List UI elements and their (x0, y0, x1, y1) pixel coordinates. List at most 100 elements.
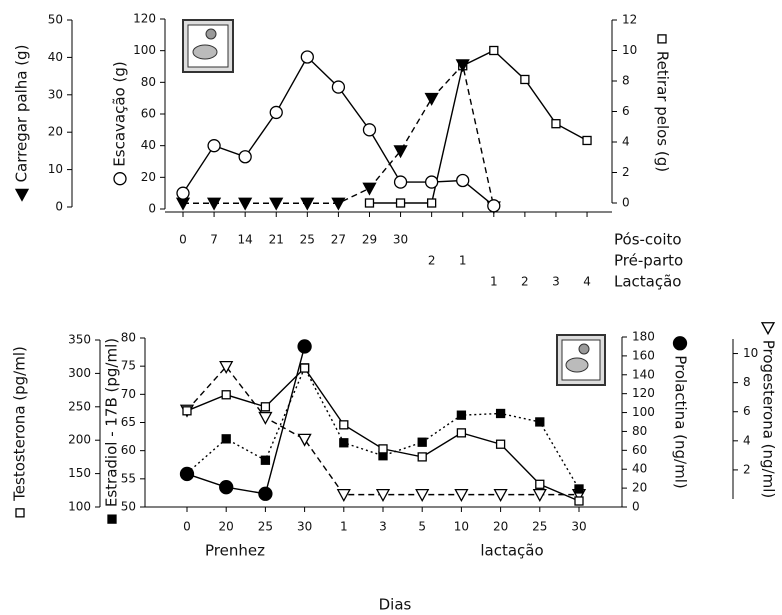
point (487, 199, 501, 213)
point (760, 322, 776, 336)
y-tick-label: 20 (48, 125, 63, 139)
point (424, 175, 439, 189)
y-tick-label: 8 (743, 375, 751, 389)
x-group-label: Pré-parto (614, 252, 683, 270)
y-tick-label: 12 (622, 13, 637, 27)
x-tick-label: 2 (428, 254, 436, 268)
point (260, 402, 271, 412)
y-tick-label: 350 (68, 333, 91, 347)
y-tick-label: 50 (48, 13, 63, 27)
point (269, 105, 283, 120)
point (582, 135, 592, 146)
point (179, 466, 195, 482)
x-tick-label: 3 (379, 520, 387, 534)
point (331, 80, 346, 94)
point (238, 150, 252, 164)
point (219, 480, 234, 495)
y-tick-label: 30 (48, 87, 63, 101)
point (393, 175, 408, 189)
y-tick-label: 60 (632, 443, 647, 457)
y-tick-label: 10 (743, 346, 758, 360)
point (107, 514, 117, 524)
x-tick-label: 0 (183, 520, 191, 534)
point (520, 74, 530, 85)
point (221, 434, 231, 444)
x-tick-label: 1 (490, 275, 498, 289)
point (336, 488, 351, 502)
y-tick-label: 6 (622, 104, 630, 118)
point (364, 198, 375, 208)
point (297, 339, 312, 354)
point (415, 488, 430, 502)
y-tick-label: 10 (48, 162, 63, 176)
point (456, 428, 467, 438)
y-tick-label: 40 (141, 138, 156, 152)
y-tick-label: 150 (68, 466, 91, 480)
point (221, 390, 231, 400)
group-label: lactação (480, 542, 543, 560)
y-tick-label: 20 (141, 170, 156, 184)
point (258, 486, 273, 501)
point (238, 197, 253, 211)
y-tick-label: 20 (632, 481, 647, 495)
x-tick-label: 30 (297, 520, 312, 534)
x-tick-label: 20 (219, 520, 234, 534)
x-tick-label: 25 (532, 520, 547, 534)
y-tick-label: 40 (632, 462, 647, 476)
y-tick-label: 100 (632, 405, 655, 419)
point (339, 420, 349, 430)
y-tick-label: 140 (632, 367, 655, 381)
x-tick-label: 29 (362, 233, 377, 247)
x-tick-label: 7 (210, 233, 218, 247)
y-tick-label: 0 (622, 196, 630, 210)
y-tick-label: 0 (148, 202, 156, 216)
point (219, 360, 234, 374)
point (378, 444, 388, 454)
point (672, 336, 688, 351)
y-tick-label: 60 (121, 443, 136, 457)
x-tick-label: 1 (340, 520, 348, 534)
point (657, 34, 667, 44)
point (455, 59, 470, 73)
point (551, 119, 561, 129)
cage-icon (182, 19, 234, 73)
x-tick-label: 1 (459, 254, 467, 268)
y-tick-label: 0 (632, 500, 640, 514)
axis-title: Estradiol - 17B (pg/ml) (103, 338, 121, 507)
x-tick-label: 25 (258, 520, 273, 534)
y-tick-label: 8 (622, 74, 630, 88)
point (424, 92, 439, 106)
point (362, 182, 377, 196)
point (493, 488, 508, 502)
cage-icon (556, 334, 606, 386)
point (495, 439, 506, 449)
x-tick-label: 30 (393, 233, 408, 247)
point (574, 496, 584, 506)
x-tick-label: 3 (552, 275, 560, 289)
point (331, 197, 346, 211)
x-tick-label: 5 (418, 520, 426, 534)
y-tick-label: 100 (68, 500, 91, 514)
series-line (186, 365, 579, 496)
y-tick-label: 2 (622, 165, 630, 179)
y-tick-label: 160 (632, 348, 655, 362)
x-group-label: Pós-coito (614, 231, 682, 249)
point (269, 197, 284, 211)
point (113, 172, 127, 186)
point (260, 455, 271, 465)
point (15, 508, 25, 518)
point (182, 406, 192, 416)
point (535, 417, 545, 427)
y-tick-label: 40 (48, 50, 63, 64)
y-tick-label: 10 (622, 43, 637, 57)
y-tick-label: 50 (121, 500, 136, 514)
axis-title: Carregar palha (g) (13, 45, 31, 183)
point (489, 45, 499, 56)
point (339, 438, 349, 448)
point (395, 198, 406, 208)
point (297, 433, 312, 447)
x-tick-label: 30 (571, 520, 586, 534)
point (207, 139, 221, 153)
point (456, 173, 470, 188)
